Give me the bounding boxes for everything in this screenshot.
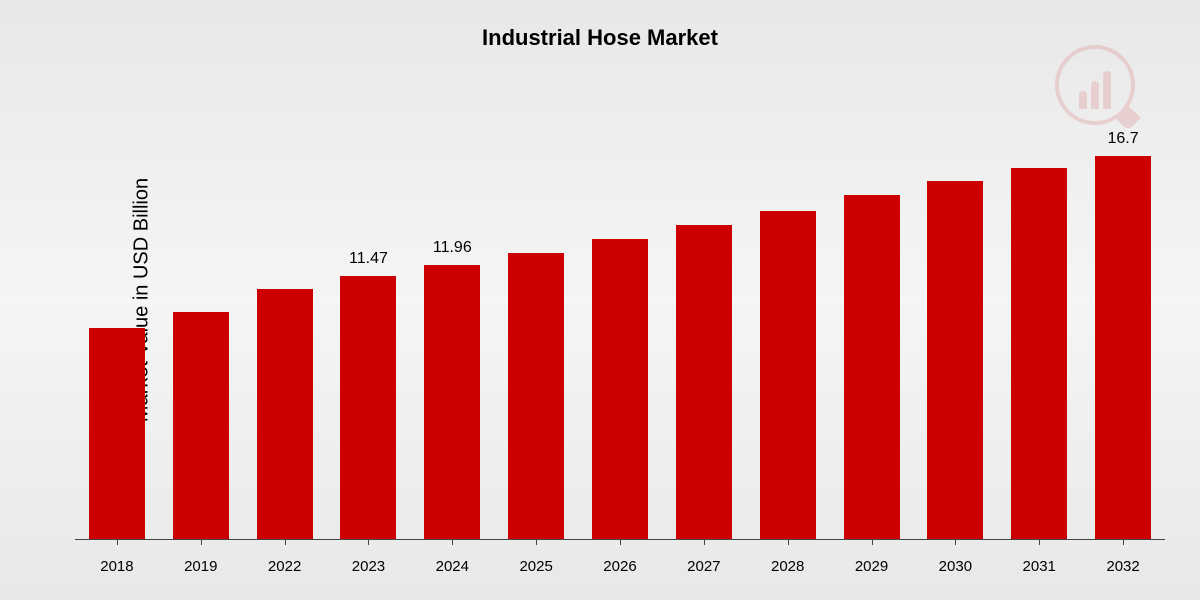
x-tick (117, 539, 118, 545)
bar-group (494, 115, 578, 539)
x-tick (452, 539, 453, 545)
x-axis-label: 2025 (494, 558, 578, 575)
x-tick (1123, 539, 1124, 545)
chart-container: Industrial Hose Market Market Value in U… (0, 0, 1200, 600)
bar-value-label: 11.96 (433, 239, 472, 257)
bar (1011, 168, 1067, 539)
bar-value-label: 11.47 (349, 250, 388, 268)
bar-group: 11.96 (410, 115, 494, 539)
watermark-bar (1091, 81, 1099, 109)
x-axis-label: 2024 (410, 558, 494, 575)
x-axis-label: 2028 (746, 558, 830, 575)
x-axis-labels: 2018201920222023202420252026202720282029… (75, 558, 1165, 575)
bar-group (746, 115, 830, 539)
bar-group (997, 115, 1081, 539)
x-tick (536, 539, 537, 545)
watermark-bar (1079, 91, 1087, 109)
x-axis-label: 2019 (159, 558, 243, 575)
x-tick (955, 539, 956, 545)
bar (257, 289, 313, 539)
x-tick (201, 539, 202, 545)
bar (173, 312, 229, 539)
bar-group: 11.47 (327, 115, 411, 539)
x-axis-label: 2030 (913, 558, 997, 575)
x-axis-label: 2027 (662, 558, 746, 575)
watermark-bars (1079, 71, 1111, 109)
x-tick (620, 539, 621, 545)
watermark-bar (1103, 71, 1111, 109)
chart-title: Industrial Hose Market (482, 25, 718, 51)
x-axis-label: 2031 (997, 558, 1081, 575)
x-tick (704, 539, 705, 545)
bar (760, 211, 816, 539)
bar (844, 195, 900, 539)
x-tick (285, 539, 286, 545)
watermark-logo (1055, 45, 1135, 125)
bar-value-label: 16.7 (1107, 130, 1138, 148)
bar (1095, 156, 1151, 539)
x-axis-label: 2022 (243, 558, 327, 575)
x-tick (1039, 539, 1040, 545)
plot-area: 11.47 11.96 16.7 (75, 115, 1165, 540)
x-axis-label: 2023 (327, 558, 411, 575)
bar (508, 253, 564, 539)
bar-group (913, 115, 997, 539)
bar-group (830, 115, 914, 539)
bar (89, 328, 145, 539)
x-tick (788, 539, 789, 545)
bar-group (75, 115, 159, 539)
bar-group: 16.7 (1081, 115, 1165, 539)
bar-group (662, 115, 746, 539)
bar-group (578, 115, 662, 539)
bar-group (243, 115, 327, 539)
bars-wrapper: 11.47 11.96 16.7 (75, 115, 1165, 539)
x-axis-label: 2026 (578, 558, 662, 575)
bar (340, 276, 396, 539)
bar (592, 239, 648, 539)
x-axis-label: 2018 (75, 558, 159, 575)
bar-group (159, 115, 243, 539)
x-tick (368, 539, 369, 545)
x-axis-label: 2032 (1081, 558, 1165, 575)
bar (676, 225, 732, 539)
bar (927, 181, 983, 539)
x-axis-label: 2029 (830, 558, 914, 575)
watermark-circle (1055, 45, 1135, 125)
bar (424, 265, 480, 539)
x-tick (872, 539, 873, 545)
